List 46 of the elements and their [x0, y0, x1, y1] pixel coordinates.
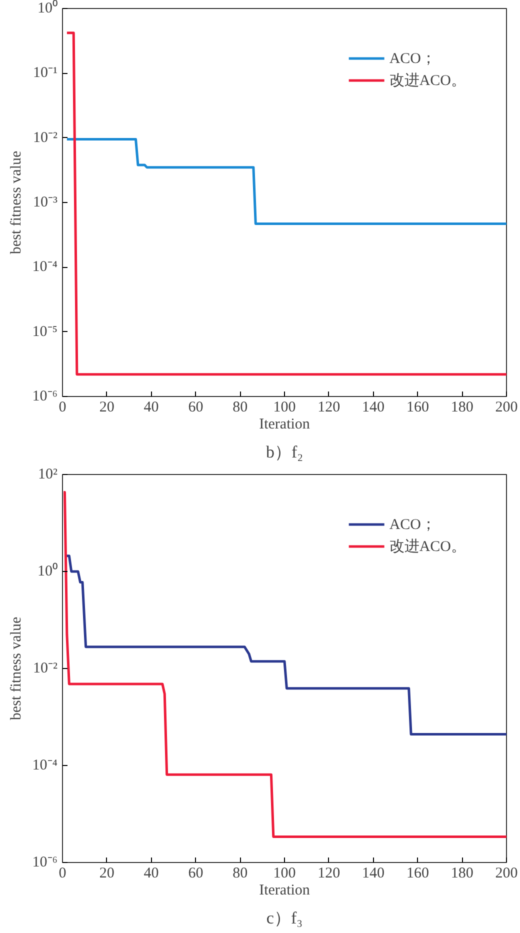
x-tick-label: 60: [188, 400, 204, 416]
line-series: [66, 138, 506, 225]
x-tick-label: 140: [362, 400, 385, 416]
x-tick-label: 100: [273, 866, 296, 882]
y-tick-label: 10⁰: [38, 0, 58, 16]
x-tick-label: 60: [188, 866, 204, 882]
x-axis-title: Iteration: [259, 416, 310, 432]
x-axis-title: Iteration: [259, 882, 310, 898]
text: b）f₂: [266, 442, 304, 462]
y-axis-title: best fitness value: [8, 616, 24, 720]
y-tick-label: 10⁻⁶: [32, 854, 58, 870]
x-tick-label: 120: [318, 400, 340, 416]
x-tick-label: 40: [144, 400, 159, 416]
x-tick-label: 100: [273, 400, 296, 416]
legend-label: ACO；: [389, 50, 436, 68]
y-tick-label: 10⁻³: [33, 194, 58, 210]
x-tick-label: 0: [58, 400, 66, 416]
y-tick-label: 10⁻¹: [33, 65, 58, 82]
x-tick-label: 160: [406, 866, 429, 882]
y-tick-label: 10⁻²: [33, 130, 58, 146]
x-tick-label: 80: [232, 866, 248, 882]
y-tick-label: 10⁻⁵: [32, 324, 58, 340]
legend-label: 改进ACO。: [389, 538, 466, 556]
x-tick-label: 160: [406, 400, 429, 416]
y-tick-label: 10⁰: [38, 562, 58, 580]
x-tick-label: 180: [450, 866, 474, 882]
x-tick-label: 40: [144, 866, 159, 882]
text: c）f₃: [266, 908, 303, 928]
x-tick-label: 20: [99, 866, 114, 882]
legend-label: ACO；: [389, 516, 436, 534]
x-tick-label: 0: [58, 866, 66, 882]
y-tick-label: 10⁻⁴: [32, 758, 58, 774]
x-tick-label: 80: [232, 400, 248, 416]
y-tick-label: 10⁻⁴: [32, 259, 58, 276]
y-tick-label: 10⁻⁶: [32, 388, 58, 404]
x-tick-label: 200: [495, 866, 518, 882]
legend-label: 改进ACO。: [389, 72, 466, 90]
x-tick-label: 200: [495, 400, 518, 416]
x-tick-label: 140: [362, 866, 385, 882]
x-tick-label: 20: [99, 400, 114, 416]
y-axis-title: best fitness value: [8, 150, 24, 254]
x-tick-label: 120: [318, 866, 340, 882]
y-tick-label: 10⁻²: [33, 660, 58, 676]
line-series: [62, 491, 506, 838]
x-tick-label: 180: [450, 400, 474, 416]
y-tick-label: 10²: [38, 466, 58, 482]
